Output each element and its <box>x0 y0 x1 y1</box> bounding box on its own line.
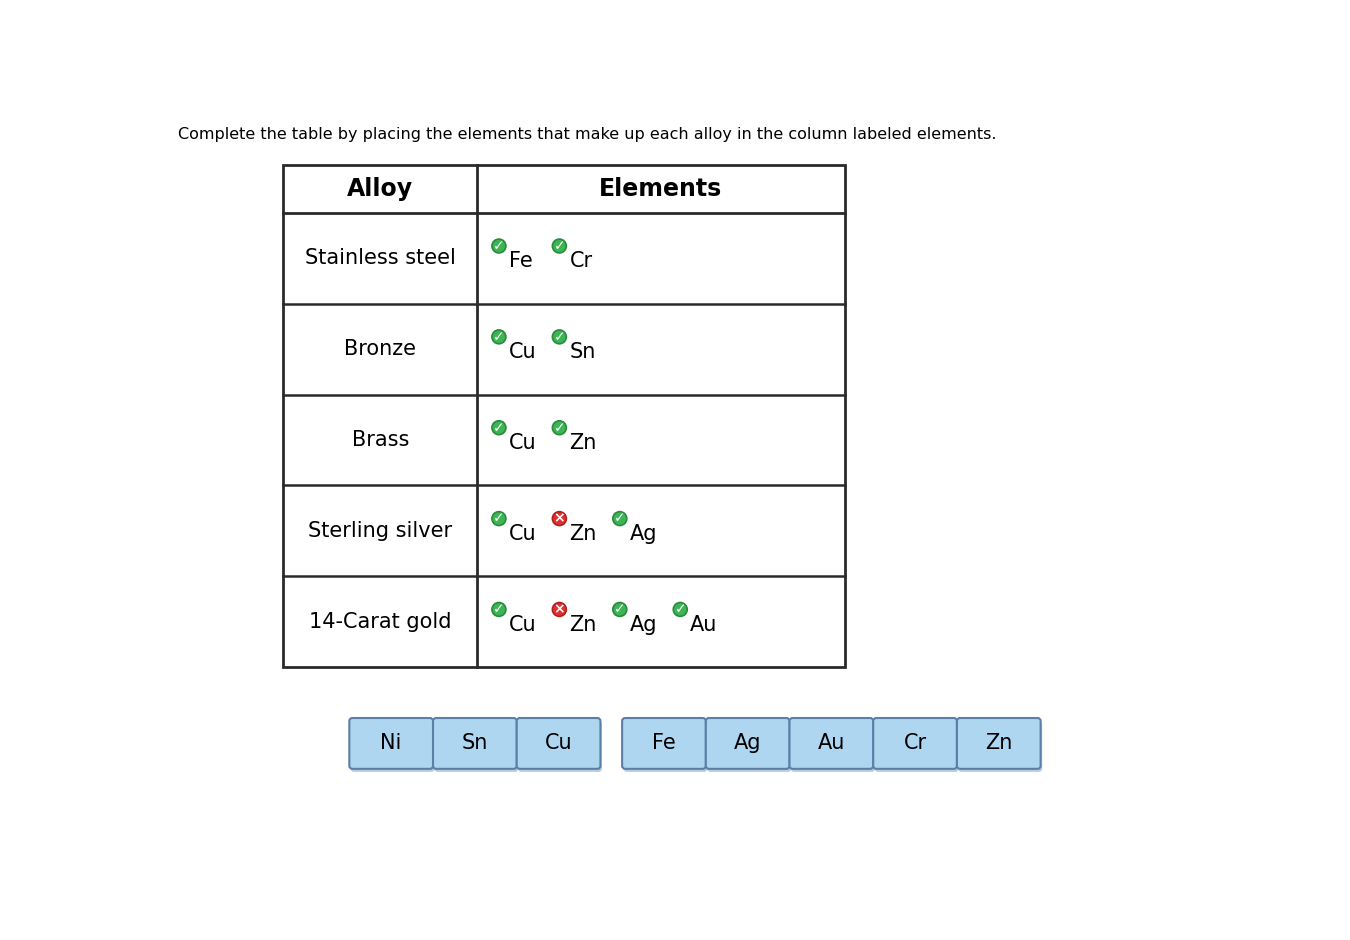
Text: ✓: ✓ <box>554 330 566 344</box>
Text: Sterling silver: Sterling silver <box>308 521 452 540</box>
FancyBboxPatch shape <box>622 718 706 769</box>
Circle shape <box>491 330 506 344</box>
Circle shape <box>491 421 506 434</box>
Text: Cu: Cu <box>545 733 572 754</box>
Circle shape <box>552 330 566 344</box>
FancyBboxPatch shape <box>958 721 1042 772</box>
FancyBboxPatch shape <box>791 721 875 772</box>
Text: Ag: Ag <box>734 733 761 754</box>
FancyBboxPatch shape <box>706 718 790 769</box>
FancyBboxPatch shape <box>433 718 517 769</box>
Text: Cu: Cu <box>509 524 536 544</box>
Text: Ag: Ag <box>630 615 657 634</box>
Text: Ag: Ag <box>630 524 657 544</box>
Circle shape <box>552 421 566 434</box>
FancyBboxPatch shape <box>875 721 958 772</box>
Text: Zn: Zn <box>570 615 597 634</box>
FancyBboxPatch shape <box>790 718 873 769</box>
Text: ✓: ✓ <box>554 239 566 253</box>
FancyBboxPatch shape <box>624 721 707 772</box>
Circle shape <box>491 239 506 253</box>
Text: ✓: ✓ <box>493 603 505 617</box>
Text: Alloy: Alloy <box>347 177 413 201</box>
Circle shape <box>613 511 626 525</box>
Text: Cu: Cu <box>509 342 536 362</box>
Text: ✓: ✓ <box>493 330 505 344</box>
Text: Stainless steel: Stainless steel <box>305 248 456 268</box>
Circle shape <box>613 603 626 617</box>
Text: Cu: Cu <box>509 615 536 634</box>
Text: Au: Au <box>690 615 718 634</box>
Text: ×: × <box>554 603 566 617</box>
Circle shape <box>552 511 566 525</box>
Text: Elements: Elements <box>599 177 722 201</box>
FancyBboxPatch shape <box>873 718 957 769</box>
Text: Sn: Sn <box>462 733 489 754</box>
Text: Cr: Cr <box>570 251 593 272</box>
Text: ✓: ✓ <box>614 511 625 525</box>
Circle shape <box>491 603 506 617</box>
FancyBboxPatch shape <box>957 718 1041 769</box>
Text: Bronze: Bronze <box>344 339 416 359</box>
Text: 14-Carat gold: 14-Carat gold <box>309 612 451 632</box>
Circle shape <box>491 511 506 525</box>
Text: ✓: ✓ <box>493 239 505 253</box>
Text: ✓: ✓ <box>493 511 505 525</box>
Text: Au: Au <box>818 733 845 754</box>
Text: Cr: Cr <box>903 733 926 754</box>
Text: Sn: Sn <box>570 342 595 362</box>
Text: Complete the table by placing the elements that make up each alloy in the column: Complete the table by placing the elemen… <box>178 127 996 142</box>
FancyBboxPatch shape <box>517 718 601 769</box>
Text: Fe: Fe <box>509 251 533 272</box>
Text: Zn: Zn <box>570 524 597 544</box>
Circle shape <box>552 603 566 617</box>
Circle shape <box>674 603 687 617</box>
Text: ✓: ✓ <box>675 603 686 617</box>
FancyBboxPatch shape <box>351 721 435 772</box>
Text: Zn: Zn <box>986 733 1012 754</box>
Bar <box>284 165 845 667</box>
Text: Brass: Brass <box>351 430 409 450</box>
Text: ✓: ✓ <box>493 421 505 434</box>
Text: ✓: ✓ <box>614 603 625 617</box>
Text: Zn: Zn <box>570 433 597 453</box>
FancyBboxPatch shape <box>350 718 433 769</box>
FancyBboxPatch shape <box>518 721 602 772</box>
Text: Fe: Fe <box>652 733 676 754</box>
Text: ×: × <box>554 511 566 525</box>
FancyBboxPatch shape <box>707 721 791 772</box>
FancyBboxPatch shape <box>435 721 518 772</box>
Text: Cu: Cu <box>509 433 536 453</box>
Circle shape <box>552 239 566 253</box>
Text: ✓: ✓ <box>554 421 566 434</box>
Text: Ni: Ni <box>381 733 402 754</box>
